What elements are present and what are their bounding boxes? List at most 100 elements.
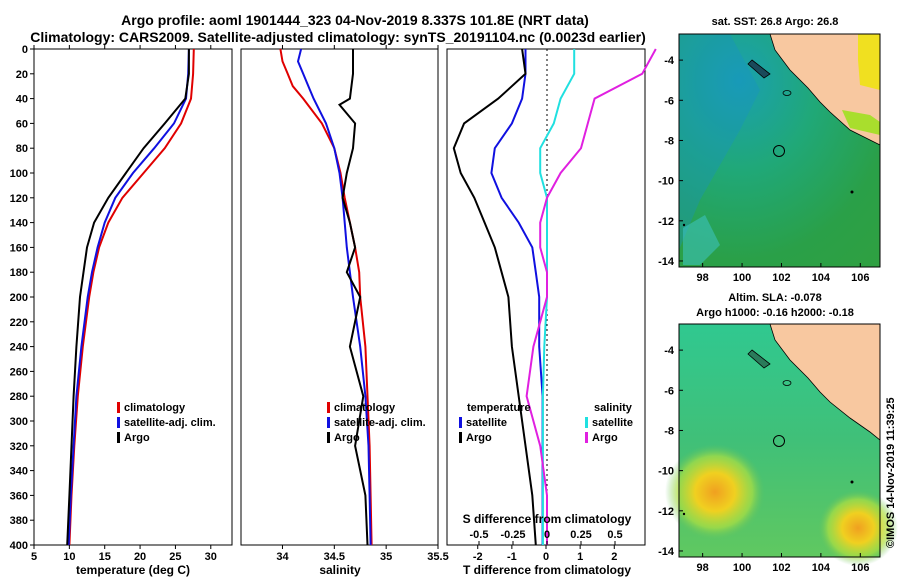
map-x-tick-label: 104 (812, 272, 831, 284)
island-enggano-bottom (747, 349, 771, 369)
legend-label: temperature (467, 402, 531, 414)
map-x-tick-label: 106 (851, 562, 869, 574)
float-location-marker-bottom (773, 435, 785, 447)
legend-label: climatology (124, 402, 186, 414)
depth-tick-label: 40 (16, 94, 28, 106)
series-line-temperature-argo (452, 48, 537, 546)
x-tick-label: -2 (473, 551, 483, 563)
series-line-salinity-satellite (539, 49, 576, 545)
legend-label: satellite-adj. clim. (334, 417, 426, 429)
legend-swatch (585, 417, 588, 428)
depth-tick-label: 220 (10, 317, 28, 329)
map-y-tick-label: -8 (664, 135, 674, 147)
legend-swatch (327, 417, 330, 428)
float-location-marker (773, 145, 785, 157)
map-x-tick-label: 104 (812, 562, 831, 574)
temperature-xlabel: temperature (deg C) (76, 563, 190, 577)
sst-map-frame (678, 33, 881, 268)
x-tick-label: 0 (543, 551, 549, 563)
t-difference-xlabel: T difference from climatology (463, 563, 631, 577)
depth-tick-label: 300 (10, 416, 28, 428)
map-y-tick-label: -4 (664, 345, 675, 357)
depth-tick-label: 120 (10, 193, 28, 205)
legend-swatch (327, 432, 330, 443)
x-tick-label: 35.5 (427, 551, 448, 563)
depth-axis: 0 20 40 60 80 100 120 140 160 180 200 220 240 260 280 3… (10, 44, 34, 552)
christmas-island-dot (850, 190, 854, 194)
figure-title-line1: Argo profile: aoml 1901444_323 04-Nov-20… (121, 12, 589, 28)
s-x-tick-label: 0.25 (570, 529, 591, 541)
depth-tick-label: 100 (10, 168, 28, 180)
series-line-salinity-argo (525, 48, 657, 545)
cocos-dot-bottom (682, 512, 686, 516)
x-tick-label: 25 (169, 551, 181, 563)
x-tick-label: 35 (380, 551, 392, 563)
s-x-tick-label: -0.25 (500, 529, 525, 541)
figure-title-line2: Climatology: CARS2009. Satellite-adjuste… (30, 29, 645, 45)
x-tick-label: 1 (577, 551, 583, 563)
salinity-panel: 34 34.5 35 35.5 salinity climatology satelli… (240, 45, 449, 577)
sst-map: sat. SST: 26.8 Argo: 26.8 98 100 102 104 106… (658, 16, 881, 284)
x-tick-label: 2 (611, 551, 617, 563)
s-x-tick-label: -0.5 (470, 529, 489, 541)
sst-map-title: sat. SST: 26.8 Argo: 26.8 (712, 16, 839, 28)
x-tick-label: -1 (507, 551, 517, 563)
depth-tick-label: 260 (10, 366, 28, 378)
legend-label: salinity (594, 402, 633, 414)
sla-map-frame (678, 323, 881, 558)
imos-stamp: ©IMOS 14-Nov-2019 11:39:25 (885, 397, 897, 548)
depth-tick-label: 160 (10, 242, 28, 254)
sst-warm-patch (858, 34, 880, 90)
legend-swatch (459, 417, 462, 428)
x-tick-label: 30 (205, 551, 217, 563)
series-line-climatology (279, 48, 373, 546)
legend-label: climatology (334, 402, 396, 414)
x-tick-label: 5 (31, 551, 37, 563)
cocos-dot (682, 223, 686, 227)
legend-swatch (117, 432, 120, 443)
legend-swatch (327, 402, 330, 413)
legend-label: Argo (592, 432, 618, 444)
legend-swatch (585, 432, 588, 443)
map-y-tick-label: -10 (658, 176, 674, 188)
legend-label: Argo (334, 432, 360, 444)
depth-tick-label: 320 (10, 441, 28, 453)
map-x-tick-label: 98 (697, 272, 709, 284)
series-line-argo (66, 49, 190, 546)
series-line-satellite-adj-clim- (67, 48, 190, 546)
difference-panel: -2 -1 0 1 2 -0.5 -0.25 0 0.25 0.5 S difference f… (446, 48, 657, 577)
series-line-satellite-adj-clim- (296, 48, 372, 546)
depth-tick-label: 20 (16, 69, 28, 81)
map-x-tick-label: 106 (851, 272, 869, 284)
depth-tick-label: 360 (10, 490, 28, 502)
s-difference-xlabel: S difference from climatology (463, 512, 632, 526)
depth-tick-label: 280 (10, 391, 28, 403)
map-y-tick-label: -6 (664, 385, 674, 397)
map-y-tick-label: -8 (664, 425, 674, 437)
legend-label: satellite (466, 417, 507, 429)
island-small (782, 90, 792, 96)
christmas-island-dot-bottom (850, 480, 854, 484)
map-y-tick-label: -10 (658, 466, 674, 478)
sla-high-east (818, 490, 898, 566)
map-y-tick-label: -6 (664, 95, 674, 107)
map-y-tick-label: -12 (658, 506, 674, 518)
legend-swatch (117, 417, 120, 428)
map-y-tick-label: -12 (658, 216, 674, 228)
depth-tick-label: 380 (10, 515, 28, 527)
series-line-temperature-satellite (490, 49, 544, 545)
depth-tick-label: 240 (10, 342, 28, 354)
depth-tick-label: 140 (10, 218, 28, 230)
depth-tick-label: 80 (16, 143, 28, 155)
x-tick-label: 15 (99, 551, 111, 563)
sla-high-west (665, 444, 765, 540)
legend-label: satellite (592, 417, 633, 429)
depth-tick-label: 60 (16, 118, 28, 130)
x-tick-label: 20 (134, 551, 146, 563)
sla-map: Altim. SLA: -0.078 Argo h1000: -0.16 h20… (658, 292, 898, 574)
legend-label: Argo (124, 432, 150, 444)
map-y-tick-label: -4 (664, 55, 675, 67)
sst-cool-patch-2 (683, 215, 720, 265)
sst-coastal-patch (842, 110, 880, 135)
